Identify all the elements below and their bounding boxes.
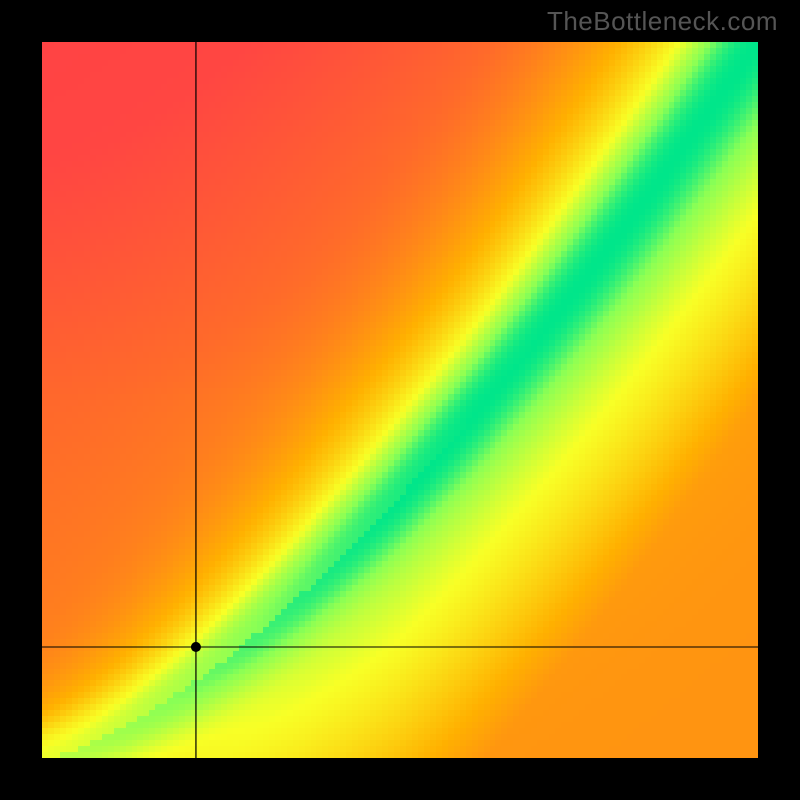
bottleneck-heatmap <box>0 0 800 800</box>
chart-container: TheBottleneck.com <box>0 0 800 800</box>
watermark-text: TheBottleneck.com <box>547 6 778 37</box>
